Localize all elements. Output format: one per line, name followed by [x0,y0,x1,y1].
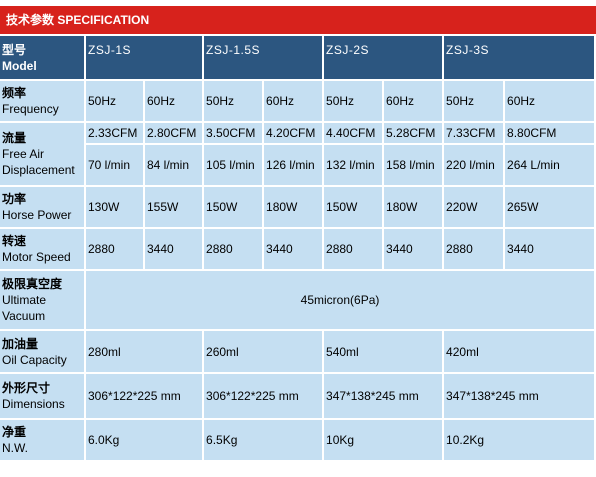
vacuum-label-zh: 极限真空度 [2,277,63,291]
flow-lmin-cell: 220 l/min [444,145,506,187]
dimensions-cell: 347*138*245 mm [324,374,445,420]
net-weight-cell: 6.5Kg [204,420,325,462]
model-name-cell: ZSJ-3S [444,36,596,81]
power-cell: 180W [384,187,445,229]
speed-cell: 3440 [505,229,596,271]
speed-cell: 2880 [204,229,265,271]
net-weight-cell: 6.0Kg [86,420,205,462]
model-label-cell: 型号 Model [0,36,86,81]
flow-lmin-cell: 264 L/min [505,145,596,187]
weight-label-zh: 净重 [2,425,27,439]
speed-cell: 2880 [86,229,145,271]
weight-label-en: N.W. [2,441,28,455]
flow-cfm-cell: 2.33CFM [86,123,145,145]
frequency-cell: 50Hz [444,81,506,123]
frequency-label-cell: 频率 Frequency [0,81,86,123]
banner-title: 技术参数 SPECIFICATION [6,13,150,27]
flow-cfm-cell: 7.33CFM [444,123,506,145]
flow-label-en-2: Displacement [2,163,75,177]
speed-label-en: Motor Speed [2,250,71,264]
model-label-zh: 型号 [2,42,27,57]
oil-capacity-cell: 540ml [324,331,445,374]
dimensions-cell: 306*122*225 mm [86,374,205,420]
speed-cell: 3440 [264,229,325,271]
flow-cfm-cell: 4.40CFM [324,123,385,145]
speed-label-zh: 转速 [2,234,27,248]
power-cell: 150W [324,187,385,229]
power-cell: 265W [505,187,596,229]
net-weight-cell: 10.2Kg [444,420,596,462]
power-cell: 155W [145,187,205,229]
dimensions-cell: 347*138*245 mm [444,374,596,420]
speed-cell: 2880 [324,229,385,271]
frequency-cell: 50Hz [86,81,145,123]
oil-label-en: Oil Capacity [2,352,67,367]
frequency-cell: 50Hz [204,81,265,123]
flow-lmin-cell: 126 l/min [264,145,325,187]
model-row: 型号 Model ZSJ-1S ZSJ-1.5S ZSJ-2S ZSJ-3S [0,36,596,81]
flow-lmin-cell: 105 l/min [204,145,265,187]
oil-capacity-row: 加油量 Oil Capacity 280ml 260ml 540ml 420ml [0,331,596,374]
frequency-cell: 60Hz [145,81,205,123]
flow-lmin-cell: 70 l/min [86,145,145,187]
frequency-cell: 60Hz [264,81,325,123]
oil-capacity-cell: 420ml [444,331,596,374]
net-weight-row: 净重 N.W. 6.0Kg 6.5Kg 10Kg 10.2Kg [0,420,596,462]
vacuum-label-en-2: Vacuum [2,309,46,323]
oil-capacity-cell: 280ml [86,331,205,374]
power-row: 功率 Horse Power 130W 155W 150W 180W 150W … [0,187,596,229]
specification-banner: 技术参数 SPECIFICATION [0,6,596,34]
power-label-cell: 功率 Horse Power [0,187,86,229]
model-label-en: Model [2,58,37,73]
dim-label-cell: 外形尺寸 Dimensions [0,374,86,420]
power-label-zh: 功率 [2,192,27,206]
ultimate-vacuum-value: 45micron(6Pa) [86,271,596,331]
flow-cfm-cell: 3.50CFM [204,123,265,145]
dimensions-row: 外形尺寸 Dimensions 306*122*225 mm 306*122*2… [0,374,596,420]
speed-row: 转速 Motor Speed 2880 3440 2880 3440 2880 … [0,229,596,271]
speed-label-cell: 转速 Motor Speed [0,229,86,271]
flow-label-zh: 流量 [2,131,27,145]
dimensions-cell: 306*122*225 mm [204,374,325,420]
net-weight-cell: 10Kg [324,420,445,462]
weight-label-cell: 净重 N.W. [0,420,86,462]
frequency-row: 频率 Frequency 50Hz 60Hz 50Hz 60Hz 50Hz 60… [0,81,596,123]
frequency-cell: 60Hz [505,81,596,123]
flow-lmin-cell: 158 l/min [384,145,445,187]
frequency-label-en: Frequency [2,102,59,116]
power-label-en: Horse Power [2,208,72,222]
vacuum-row: 极限真空度 Ultimate Vacuum 45micron(6Pa) [0,271,596,331]
specification-table: 型号 Model ZSJ-1S ZSJ-1.5S ZSJ-2S ZSJ-3S 频… [0,36,596,462]
dim-label-en: Dimensions [2,397,65,411]
frequency-label-zh: 频率 [2,86,27,100]
frequency-cell: 50Hz [324,81,385,123]
oil-label-cell: 加油量 Oil Capacity [0,331,86,374]
model-name-cell: ZSJ-2S [324,36,445,81]
vacuum-label-cell: 极限真空度 Ultimate Vacuum [0,271,86,331]
power-cell: 130W [86,187,145,229]
flow-label-cell: 流量 Free Air Displacement [0,123,86,187]
speed-cell: 3440 [145,229,205,271]
flow-lmin-cell: 84 l/min [145,145,205,187]
flow-cfm-cell: 2.80CFM [145,123,205,145]
flow-cfm-cell: 5.28CFM [384,123,445,145]
speed-cell: 2880 [444,229,506,271]
speed-cell: 3440 [384,229,445,271]
model-name-cell: ZSJ-1.5S [204,36,325,81]
power-cell: 220W [444,187,506,229]
flow-lmin-row: 70 l/min 84 l/min 105 l/min 126 l/min 13… [0,145,596,187]
power-cell: 150W [204,187,265,229]
oil-capacity-cell: 260ml [204,331,325,374]
flow-cfm-cell: 8.80CFM [505,123,596,145]
model-name-cell: ZSJ-1S [86,36,205,81]
vacuum-label-en-1: Ultimate [2,293,47,307]
dim-label-zh: 外形尺寸 [2,381,51,395]
power-cell: 180W [264,187,325,229]
flow-lmin-cell: 132 l/min [324,145,385,187]
frequency-cell: 60Hz [384,81,445,123]
oil-label-zh: 加油量 [2,336,39,351]
flow-cfm-cell: 4.20CFM [264,123,325,145]
flow-label-en-1: Free Air [2,147,45,161]
flow-cfm-row: 流量 Free Air Displacement 2.33CFM 2.80CFM… [0,123,596,187]
